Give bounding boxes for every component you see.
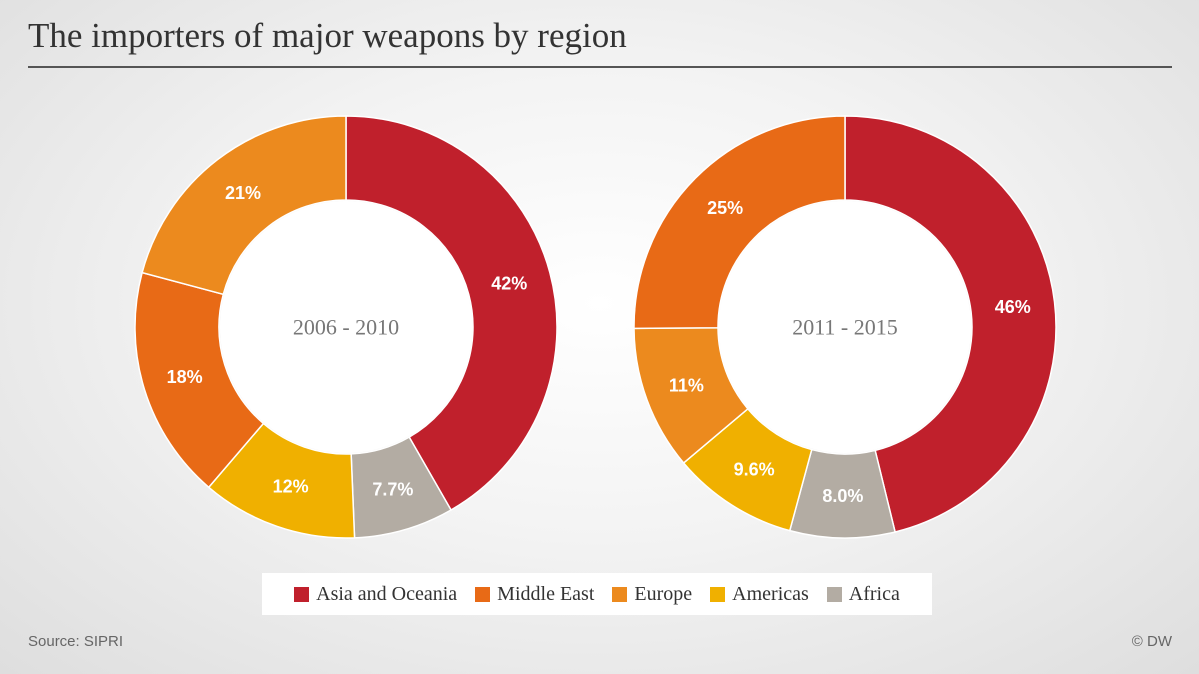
donut-1-hole	[220, 201, 472, 453]
legend-item-asia-oceania: Asia and Oceania	[294, 583, 457, 606]
legend-label-europe: Europe	[634, 582, 693, 605]
copyright-credit: © DW	[1131, 633, 1172, 650]
legend-item-europe: Europe	[612, 583, 692, 606]
legend-item-africa: Africa	[826, 582, 900, 606]
donut-2-value-label-middle-east: 25%	[707, 198, 743, 218]
donut-2-slice-middle-east	[633, 115, 846, 330]
donut-1-value-label-middle-east: 18%	[167, 367, 203, 387]
donut-1-value-label-asia-and-oceania: 42%	[491, 273, 527, 293]
donut-1-value-label-americas: 12%	[273, 477, 309, 497]
legend-label-africa: Africa	[848, 582, 900, 605]
legend-swatch-asia-oceania	[294, 586, 310, 602]
title-divider	[28, 66, 1172, 68]
legend-swatch-middle-east	[475, 586, 491, 602]
legend-label-americas: Americas	[732, 582, 809, 605]
legend-label-asia-oceania: Asia and Oceania	[316, 582, 458, 605]
donut-2-value-label-africa: 8.0%	[822, 486, 863, 506]
donut-1-value-label-europe: 21%	[225, 183, 261, 203]
donut-1-center-label: 2006 - 2010	[293, 315, 399, 340]
legend-swatch-americas	[710, 586, 726, 602]
donut-1-value-label-africa: 7.7%	[372, 479, 413, 499]
donut-2-value-label-europe: 11%	[669, 375, 704, 395]
donut-1-slice-asia-and-oceania	[345, 115, 558, 512]
chart-title: The importers of major weapons by region	[28, 16, 627, 55]
legend-item-americas: Americas	[710, 583, 809, 606]
donut-2-center-label: 2011 - 2015	[792, 315, 898, 340]
donut-2-value-label-americas: 9.6%	[734, 459, 775, 479]
legend-swatch-africa	[826, 586, 842, 602]
legend-swatch-europe	[612, 586, 628, 602]
donut-2-value-label-asia-and-oceania: 46%	[995, 297, 1031, 317]
donut-2-hole	[719, 201, 971, 453]
donut-2-slice-asia-and-oceania	[844, 115, 1057, 533]
legend-item-middle-east: Middle East	[475, 583, 594, 606]
source-note: Source: SIPRI	[28, 633, 124, 650]
legend: Asia and Oceania Middle East Europe Amer…	[262, 573, 932, 615]
donut-1-slice-europe	[141, 115, 347, 296]
legend-label-middle-east: Middle East	[497, 582, 595, 605]
